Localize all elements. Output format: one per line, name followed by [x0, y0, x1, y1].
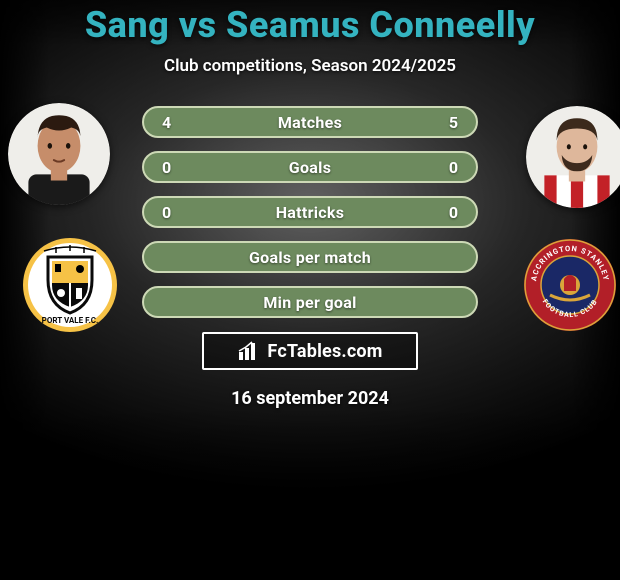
stat-row-gpm: Goals per match: [142, 241, 478, 273]
svg-text:PORT VALE F.C.: PORT VALE F.C.: [42, 316, 99, 325]
player2-avatar: [526, 106, 620, 208]
page-title: Sang vs Seamus Conneelly: [85, 4, 535, 46]
stat-label: Goals per match: [184, 248, 436, 267]
stat-left-value: 0: [162, 203, 184, 222]
subtitle: Club competitions, Season 2024/2025: [164, 56, 456, 76]
stat-row-hattricks: 0 Hattricks 0: [142, 196, 478, 228]
date-line: 16 september 2024: [231, 388, 389, 409]
stat-row-matches: 4 Matches 5: [142, 106, 478, 138]
stat-label: Hattricks: [184, 203, 436, 222]
stat-label: Min per goal: [184, 293, 436, 312]
stat-label: Matches: [184, 113, 436, 132]
bar-chart-icon: [237, 339, 261, 363]
stat-right-value: 0: [436, 158, 458, 177]
player1-avatar: [8, 103, 110, 205]
stat-right-value: 5: [436, 113, 458, 132]
stat-row-goals: 0 Goals 0: [142, 151, 478, 183]
stats-area: PORT VALE F.C.: [0, 106, 620, 318]
stat-label: Goals: [184, 158, 436, 177]
stat-left-value: 4: [162, 113, 184, 132]
player1-club-crest: PORT VALE F.C.: [20, 236, 120, 334]
player2-club-crest: ACCRINGTON STANLEY FOOTBALL CLUB: [520, 240, 620, 330]
comparison-card: Sang vs Seamus Conneelly Club competitio…: [0, 0, 620, 580]
stat-left-value: 0: [162, 158, 184, 177]
brand-box: FcTables.com: [202, 332, 418, 370]
brand-text: FcTables.com: [267, 341, 382, 362]
stat-right-value: 0: [436, 203, 458, 222]
stat-row-mpg: Min per goal: [142, 286, 478, 318]
